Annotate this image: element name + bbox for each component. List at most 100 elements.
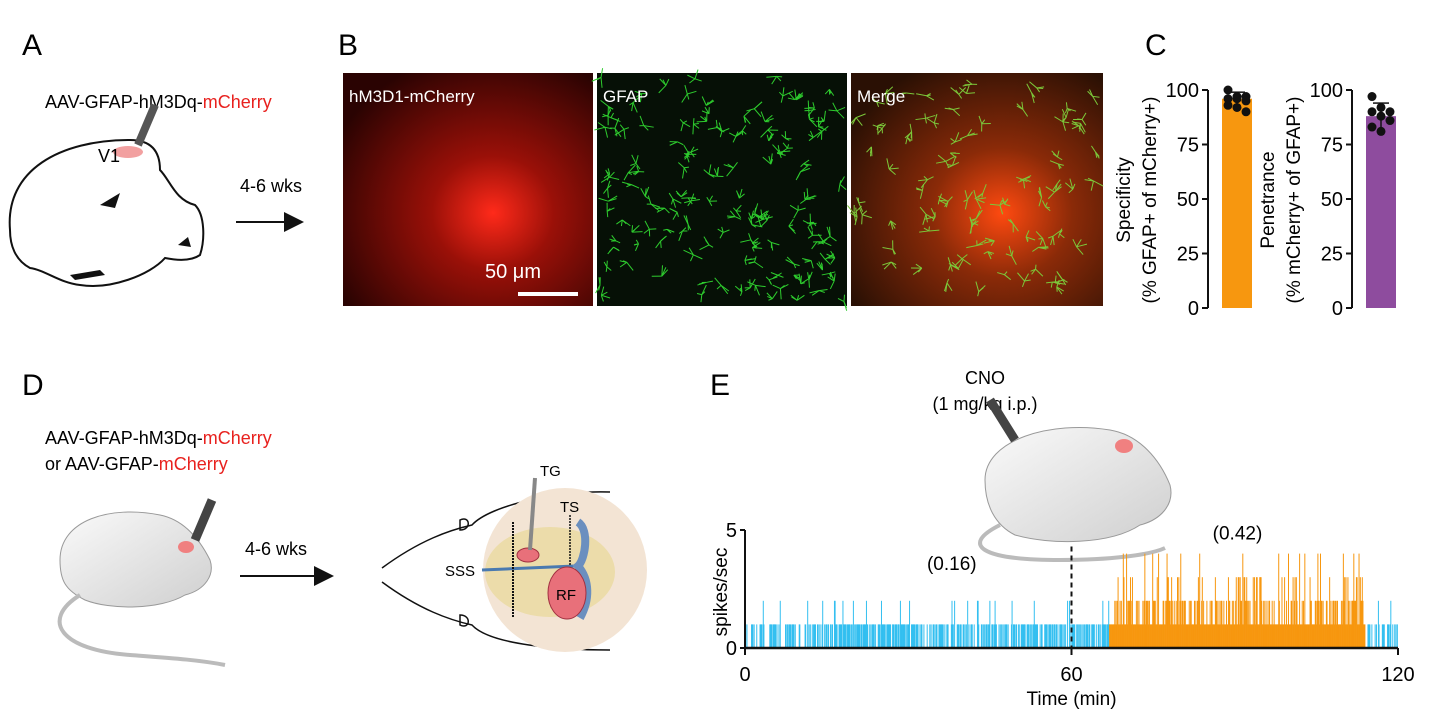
astrocyte-process	[947, 257, 952, 265]
astrocyte-process	[700, 294, 703, 303]
astrocyte-process	[723, 164, 734, 169]
astrocyte-process	[810, 260, 814, 269]
astrocyte-process	[1045, 206, 1050, 209]
astrocyte-process	[672, 209, 678, 213]
astrocyte-process	[821, 272, 830, 276]
data-point	[1241, 96, 1251, 106]
astrocyte-process	[1046, 281, 1053, 284]
region-label: V1	[98, 146, 120, 166]
astrocyte-process	[1038, 246, 1049, 249]
y-tick-label: 5	[726, 520, 737, 542]
astrocyte-process	[884, 93, 888, 105]
astrocyte-process	[683, 167, 688, 173]
astrocyte-process	[948, 264, 952, 271]
astrocyte-process	[862, 214, 873, 219]
astrocyte-process	[854, 217, 858, 226]
astrocyte-process	[858, 207, 863, 215]
x-tick-label: 0	[739, 664, 750, 686]
astrocyte-process	[780, 95, 784, 103]
astrocyte-process	[793, 263, 797, 269]
astrocyte-process	[950, 152, 960, 155]
image-title-mcherry: hM3D1-mCherry	[349, 87, 475, 106]
astrocyte-process	[704, 106, 710, 114]
astrocyte-process	[890, 261, 897, 269]
astrocyte-process	[1056, 271, 1063, 280]
astrocyte-process	[762, 156, 772, 165]
astrocyte-process	[1024, 273, 1029, 282]
astrocyte-process	[733, 161, 738, 169]
data-point	[1223, 94, 1233, 104]
astrocyte-process	[1057, 156, 1063, 161]
tg-label: TG	[540, 463, 561, 480]
bar	[1222, 98, 1252, 308]
astrocyte-process	[1048, 235, 1054, 239]
astrocyte-process	[977, 291, 980, 297]
astrocyte-process	[882, 246, 893, 250]
astrocyte-process	[738, 188, 743, 199]
astrocyte-process	[700, 115, 708, 122]
astrocyte-process	[704, 116, 708, 122]
y-axis-label: spikes/sec	[711, 548, 732, 637]
astrocyte-process	[796, 295, 800, 301]
astrocyte-process	[754, 203, 759, 214]
astrocyte-process	[937, 154, 947, 162]
y-tick-label: 100	[1166, 80, 1199, 102]
astrocyte-process	[1055, 183, 1058, 189]
astrocyte-process	[928, 226, 930, 232]
astrocyte-process	[820, 236, 831, 243]
y-tick-label: 75	[1321, 135, 1343, 157]
astrocyte-process	[906, 92, 915, 95]
astrocyte-process	[739, 291, 743, 296]
astrocyte-process	[606, 266, 612, 271]
astrocyte-process	[1062, 121, 1067, 131]
v1-injection-site	[113, 146, 143, 158]
astrocyte-process	[1056, 150, 1060, 158]
rf-label: RF	[556, 587, 576, 604]
astrocyte-process	[678, 230, 683, 241]
astrocyte-process	[1084, 179, 1094, 182]
scale-bar-label: 50 μm	[485, 261, 541, 283]
astrocyte-process	[728, 132, 737, 137]
astrocyte-process	[1008, 245, 1013, 257]
astrocyte-process	[751, 224, 757, 228]
astrocyte-process	[608, 246, 614, 253]
astrocyte-process	[950, 264, 953, 272]
astrocyte-process	[777, 272, 782, 276]
astrocyte-process	[946, 282, 953, 292]
astrocyte-process	[1062, 121, 1070, 124]
astrocyte-process	[975, 210, 981, 219]
astrocyte-process	[766, 75, 777, 78]
astrocyte-process	[861, 214, 863, 225]
astrocyte-process	[683, 249, 694, 256]
x-tick-label: 120	[1381, 664, 1414, 686]
astrocyte-process	[807, 234, 813, 239]
astrocyte-process	[736, 190, 740, 199]
astrocyte-process	[715, 119, 718, 128]
astrocyte-process	[687, 74, 696, 80]
astrocyte-process	[1071, 125, 1080, 130]
astrocyte-process	[855, 117, 863, 126]
astrocyte-process	[950, 152, 956, 158]
astrocyte-process	[751, 247, 755, 252]
astrocyte-process	[807, 100, 810, 111]
astrocyte-process	[928, 229, 940, 232]
astrocyte-process	[600, 99, 610, 108]
astrocyte-process	[772, 274, 779, 279]
astrocyte-process	[660, 241, 662, 249]
astrocyte-process	[969, 225, 973, 234]
astrocyte-process	[836, 110, 845, 119]
astrocyte-process	[829, 89, 835, 96]
astrocyte-process	[926, 117, 935, 124]
astrocyte-process	[1054, 116, 1064, 123]
astrocyte-process	[1081, 112, 1087, 120]
astrocyte-process	[683, 215, 689, 225]
astrocyte-process	[760, 129, 769, 138]
astrocyte-process	[871, 96, 878, 103]
astrocyte-process	[803, 159, 810, 165]
data-point	[1232, 94, 1242, 104]
astrocyte-process	[603, 261, 608, 268]
astrocyte-process	[1031, 268, 1036, 275]
astrocyte-process	[1052, 236, 1055, 246]
astrocyte-process	[944, 107, 954, 110]
astrocyte-process	[938, 195, 949, 202]
